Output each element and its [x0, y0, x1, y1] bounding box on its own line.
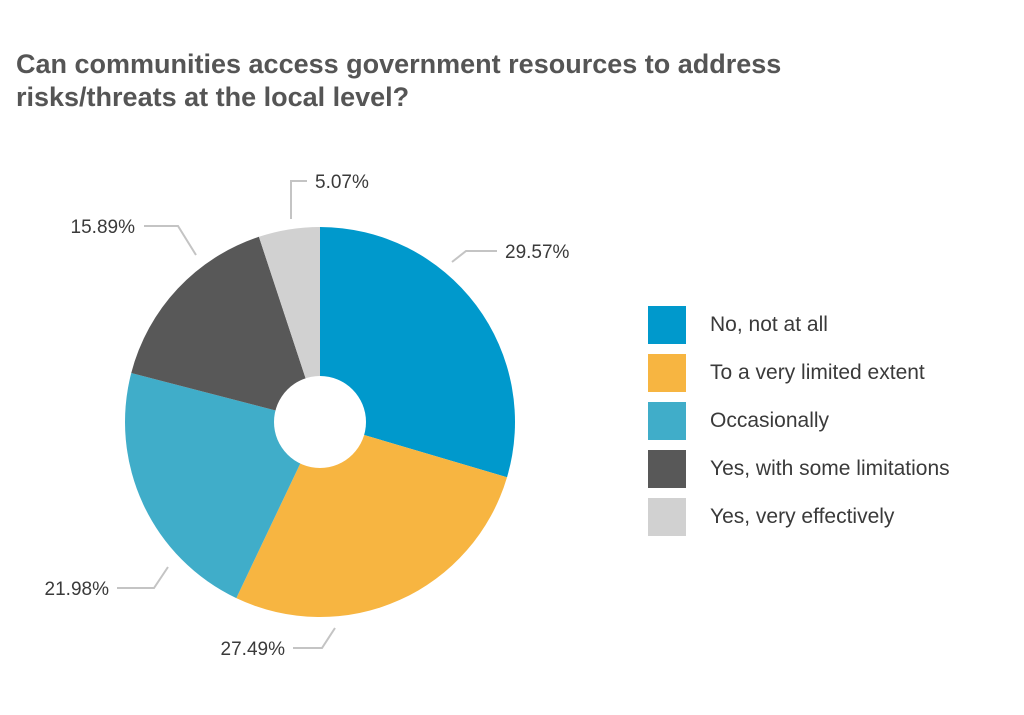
- legend-label: Yes, very effectively: [710, 505, 895, 528]
- slice-labels: 29.57% 27.49% 21.98% 15.89% 5.07%: [45, 172, 570, 660]
- chart-title-line-2: risks/threats at the local level?: [16, 82, 410, 112]
- slice-value-label-1: 27.49%: [221, 639, 286, 660]
- pie-slice-3: [131, 236, 320, 422]
- pie-slice-0: [320, 227, 516, 478]
- chart-title-line-1: Can communities access government resour…: [16, 49, 782, 79]
- legend-swatch: [648, 498, 686, 536]
- legend-label: To a very limited extent: [710, 361, 925, 384]
- legend-label: Yes, with some limitations: [710, 457, 950, 480]
- pie-slice-4: [258, 227, 320, 422]
- chart-title: Can communities access government resour…: [16, 48, 856, 114]
- leader-line-4: [290, 180, 307, 219]
- leader-line-1: [293, 627, 336, 649]
- pie-slices: [125, 227, 516, 618]
- legend-swatch: [648, 354, 686, 392]
- slice-value-label-3: 15.89%: [71, 217, 136, 238]
- donut-hole: [274, 376, 366, 468]
- legend: No, not at all To a very limited extent …: [648, 306, 950, 546]
- pie-slice-1: [236, 422, 508, 618]
- legend-item-occasionally: Occasionally: [648, 402, 950, 440]
- pie-slice-2: [125, 373, 320, 599]
- slice-value-label-2: 21.98%: [45, 579, 110, 600]
- leader-line-3: [144, 225, 197, 256]
- legend-label: No, not at all: [710, 313, 828, 336]
- legend-swatch: [648, 402, 686, 440]
- leader-line-2: [117, 566, 169, 589]
- legend-item-very-effectively: Yes, very effectively: [648, 498, 950, 536]
- legend-item-very-limited-extent: To a very limited extent: [648, 354, 950, 392]
- legend-swatch: [648, 306, 686, 344]
- legend-item-some-limitations: Yes, with some limitations: [648, 450, 950, 488]
- leader-lines: [117, 180, 497, 649]
- legend-label: Occasionally: [710, 409, 830, 432]
- slice-value-label-4: 5.07%: [315, 172, 369, 193]
- legend-item-no-not-at-all: No, not at all: [648, 306, 950, 344]
- slice-value-label-0: 29.57%: [505, 242, 570, 263]
- legend-swatch: [648, 450, 686, 488]
- leader-line-0: [451, 250, 497, 263]
